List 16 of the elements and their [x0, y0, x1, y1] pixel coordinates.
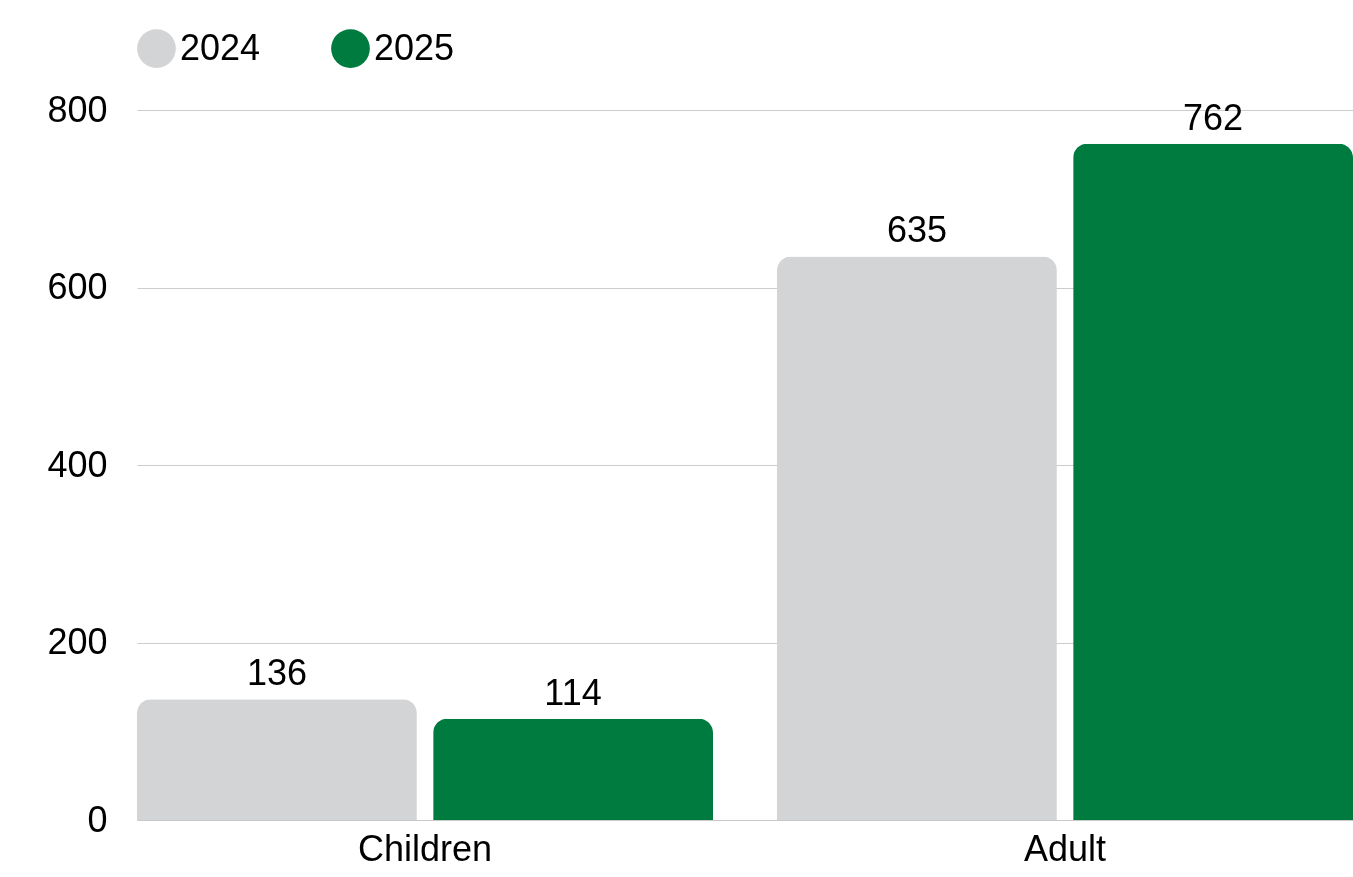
- y-tick-label: 600: [47, 266, 108, 307]
- x-tick-label: Children: [357, 827, 493, 869]
- y-tick-label: 400: [47, 443, 108, 485]
- y-tick-label: 200: [47, 621, 108, 662]
- bar: [433, 718, 713, 820]
- legend-label: 2024: [180, 26, 261, 68]
- bar: [137, 699, 417, 820]
- legend-label: 2025: [374, 26, 455, 68]
- bar: [1073, 143, 1353, 820]
- data-label: 762: [1183, 96, 1244, 138]
- x-tick-label: Adult: [1023, 827, 1107, 869]
- data-label: 136: [246, 652, 307, 694]
- y-tick-label: 0: [87, 798, 108, 840]
- data-label: 114: [544, 671, 602, 713]
- y-tick-label: 800: [47, 88, 108, 130]
- data-label: 635: [886, 209, 947, 251]
